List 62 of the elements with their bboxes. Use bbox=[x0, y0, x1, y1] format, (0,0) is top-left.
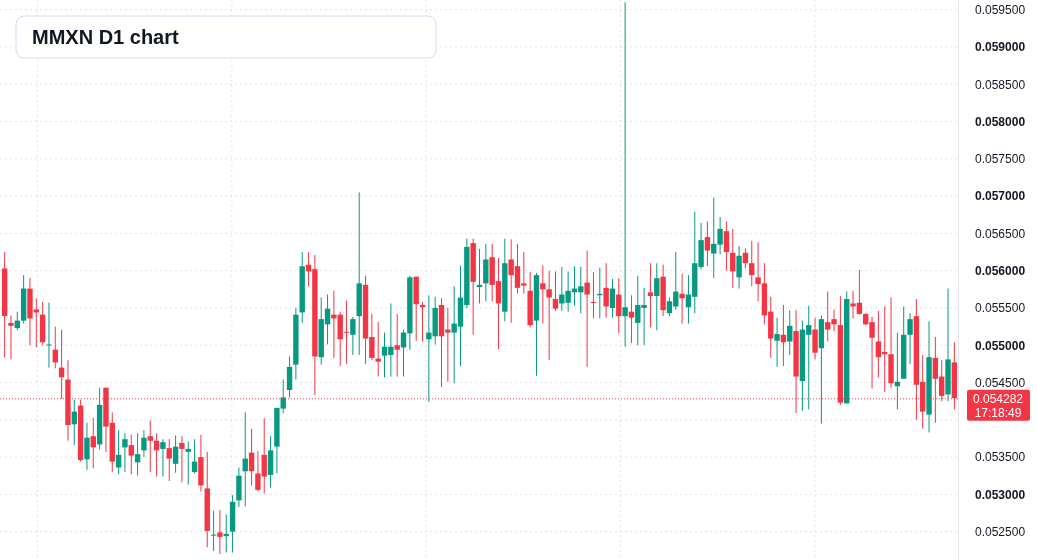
y-tick-label: 0.059500 bbox=[975, 3, 1026, 18]
candlestick bbox=[774, 317, 780, 368]
y-tick-label: 0.058000 bbox=[975, 114, 1026, 129]
candlestick bbox=[90, 417, 96, 469]
candlestick bbox=[654, 262, 660, 331]
y-tick-label: 0.053500 bbox=[975, 450, 1026, 465]
candlestick bbox=[46, 302, 52, 369]
y-tick-label: 0.052500 bbox=[975, 525, 1026, 539]
candlestick bbox=[483, 243, 489, 302]
candlestick bbox=[128, 434, 134, 475]
candlestick bbox=[540, 264, 546, 325]
candlestick bbox=[160, 438, 166, 477]
candlestick bbox=[8, 314, 14, 360]
candlestick bbox=[603, 262, 609, 319]
y-tick-label: 0.055500 bbox=[975, 301, 1026, 316]
candlestick bbox=[609, 278, 616, 319]
candlestick bbox=[730, 228, 736, 289]
candlestick bbox=[141, 429, 147, 458]
candlestick bbox=[736, 245, 742, 290]
candlestick bbox=[122, 432, 128, 473]
y-tick-label: 0.055000 bbox=[975, 338, 1026, 353]
candlestick bbox=[616, 277, 622, 334]
candlestick bbox=[248, 428, 255, 486]
candlestick bbox=[704, 220, 711, 267]
candlestick bbox=[134, 432, 141, 477]
candlestick bbox=[628, 294, 635, 344]
y-tick-label: 0.058500 bbox=[975, 77, 1026, 92]
candlestick bbox=[723, 220, 730, 272]
candlestick bbox=[907, 312, 913, 365]
candlestick bbox=[647, 262, 654, 328]
candlestick bbox=[185, 440, 191, 486]
y-tick-label: 0.057000 bbox=[975, 189, 1026, 204]
candlestick bbox=[84, 422, 90, 471]
candlestick bbox=[622, 1, 628, 348]
candlestick bbox=[172, 434, 179, 474]
candlestick bbox=[590, 271, 597, 319]
candlestick bbox=[179, 435, 185, 483]
text: MMXN D1 chart bbox=[32, 26, 180, 48]
candlestick bbox=[394, 313, 400, 378]
y-tick-label: 0.054500 bbox=[975, 375, 1026, 390]
candlestick bbox=[812, 317, 818, 360]
candlestick bbox=[552, 270, 559, 312]
candlestick bbox=[217, 509, 223, 555]
candlestick bbox=[546, 270, 552, 361]
candlestick bbox=[210, 510, 217, 552]
candlestick bbox=[787, 309, 793, 356]
candlestick bbox=[147, 420, 153, 473]
y-tick-label: 0.053000 bbox=[975, 487, 1026, 502]
y-tick-label: 0.056000 bbox=[975, 264, 1026, 279]
y-tick-label: 0.057500 bbox=[975, 152, 1026, 167]
ref-line-label: 0.054282 bbox=[972, 391, 1024, 406]
candlestick bbox=[115, 429, 122, 475]
candlestick bbox=[350, 316, 356, 356]
y-tick-label: 0.059000 bbox=[975, 40, 1026, 55]
candlestick bbox=[749, 240, 755, 287]
candlestick bbox=[166, 438, 172, 482]
candlestick bbox=[584, 250, 590, 368]
y-tick-label: 0.056500 bbox=[975, 226, 1026, 241]
candlestick bbox=[286, 355, 293, 398]
candlestick bbox=[679, 273, 685, 325]
candlestick bbox=[375, 321, 381, 378]
text: 17:18:49 bbox=[974, 405, 1022, 420]
